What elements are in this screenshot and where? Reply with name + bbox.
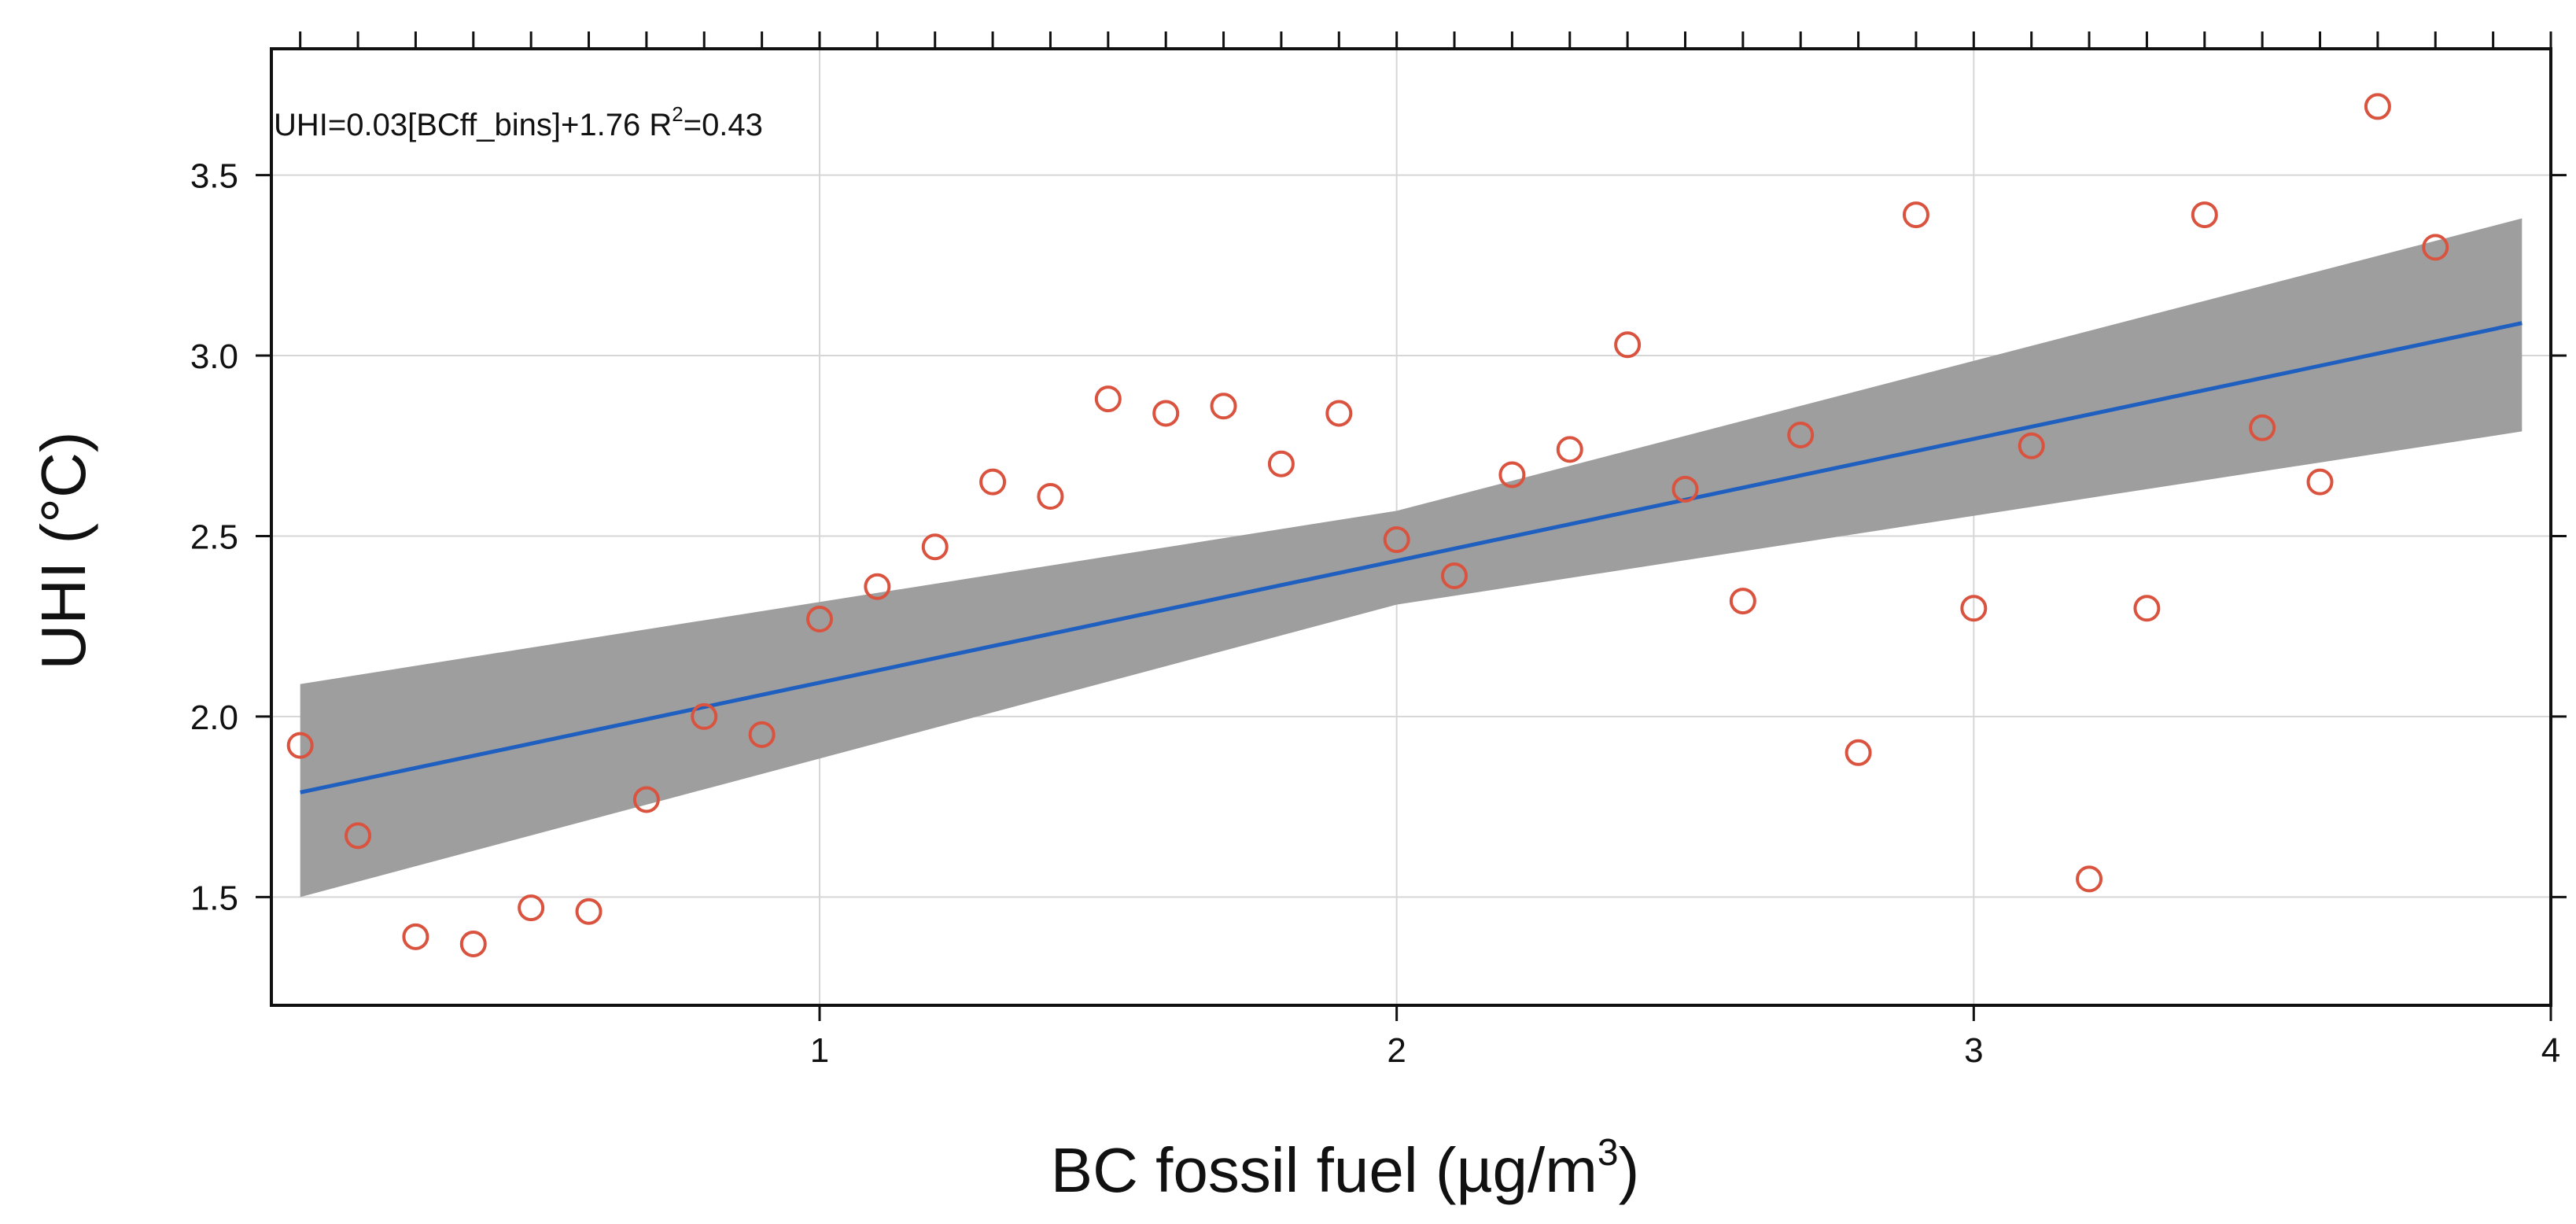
y-tick-label-2: 2.5 xyxy=(190,518,238,556)
data-point-35 xyxy=(2306,468,2334,496)
data-point-12 xyxy=(979,468,1007,496)
data-point-15 xyxy=(1152,400,1180,427)
data-point-33 xyxy=(2191,201,2218,229)
x-axis-title: BC fossil fuel (µg/m3) xyxy=(1051,1132,1640,1205)
data-point-4 xyxy=(518,894,545,922)
data-point-6 xyxy=(632,786,660,813)
data-point-7 xyxy=(691,702,718,730)
x-tick-label-2: 3 xyxy=(1964,1031,1983,1070)
data-point-19 xyxy=(1383,526,1410,554)
data-point-23 xyxy=(1614,331,1642,359)
x-axis-title-text: BC fossil fuel (µg/m xyxy=(1051,1135,1598,1205)
data-point-28 xyxy=(1902,201,1929,229)
data-point-31 xyxy=(2076,865,2103,893)
data-point-26 xyxy=(1787,421,1815,448)
data-point-3 xyxy=(459,930,487,957)
data-point-21 xyxy=(1498,461,1526,488)
data-point-9 xyxy=(805,606,833,633)
data-point-24 xyxy=(1671,475,1699,503)
data-point-16 xyxy=(1210,393,1237,420)
data-point-36 xyxy=(2364,93,2391,120)
data-point-27 xyxy=(1844,739,1872,766)
x-tick-label-3: 4 xyxy=(2541,1031,2560,1070)
plot-frame xyxy=(270,47,2552,1007)
y-tick-label-0: 1.5 xyxy=(190,879,238,917)
fit-line xyxy=(300,321,2523,794)
annotation-suffix: =0.43 xyxy=(684,108,763,142)
data-point-14 xyxy=(1094,385,1122,413)
x-tick-label-0: 1 xyxy=(810,1031,829,1070)
data-point-30 xyxy=(2018,432,2045,459)
data-point-25 xyxy=(1729,588,1756,615)
data-point-2 xyxy=(402,923,429,950)
data-point-34 xyxy=(2249,414,2276,441)
y-tick-label-1: 2.0 xyxy=(190,699,238,737)
data-point-8 xyxy=(748,721,776,748)
y-tick-label-3: 3.0 xyxy=(190,337,238,376)
data-point-5 xyxy=(575,898,603,925)
data-point-29 xyxy=(1960,595,1988,622)
data-point-10 xyxy=(864,573,891,600)
data-point-0 xyxy=(286,732,314,759)
y-axis-title: UHI (°C) xyxy=(28,431,98,669)
x-axis-title-end: ) xyxy=(1619,1135,1640,1205)
data-point-22 xyxy=(1556,436,1583,463)
data-point-37 xyxy=(2422,234,2449,261)
data-point-17 xyxy=(1267,450,1295,477)
data-point-13 xyxy=(1037,482,1064,510)
data-point-11 xyxy=(921,533,949,561)
tick-labels: 1 2 3 4 1.5 2.0 2.5 3.0 3.5 xyxy=(190,157,2560,1070)
annotation-sup: 2 xyxy=(672,102,683,126)
data-point-32 xyxy=(2133,595,2161,622)
data-point-1 xyxy=(345,822,372,850)
axis-ticks xyxy=(256,31,2567,1021)
data-points xyxy=(286,93,2449,957)
data-point-20 xyxy=(1441,562,1469,589)
x-tick-label-1: 2 xyxy=(1387,1031,1406,1070)
regression-annotation: UHI=0.03[BCff_bins]+1.76 R2=0.43 xyxy=(274,102,763,142)
fit-line-layer xyxy=(300,321,2523,794)
y-tick-label-4: 3.5 xyxy=(190,157,238,196)
annotation-prefix: UHI=0.03[BCff_bins]+1.76 R xyxy=(274,108,672,142)
data-point-18 xyxy=(1325,400,1353,427)
x-axis-title-sup: 3 xyxy=(1598,1132,1619,1174)
